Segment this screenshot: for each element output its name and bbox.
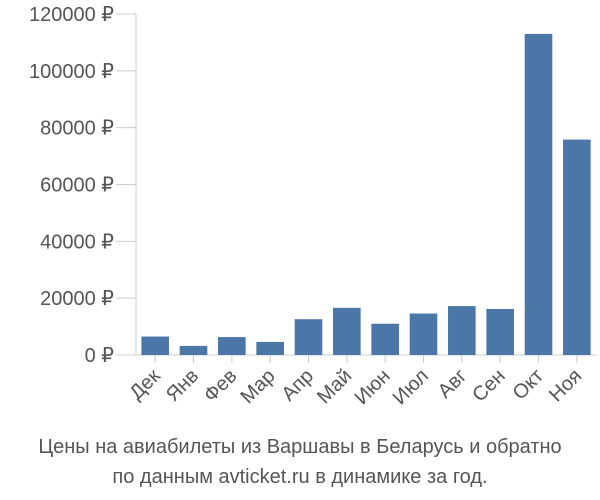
x-tick-label: Окт [509,365,548,404]
y-tick-label: 40000 ₽ [40,231,114,253]
bar-10 [486,308,514,355]
x-tick-label: Янв [162,365,203,406]
y-tick-label: 20000 ₽ [40,288,114,310]
y-tick-label: 80000 ₽ [40,118,114,140]
x-tick-label: Авг [434,365,472,403]
y-axis-ticks: 0 ₽ 20000 ₽ 40000 ₽ 60000 ₽ 80000 ₽ 100000 ₽ 1… [29,4,136,367]
caption-line-1: Цены на авиабилеты из Варшавы в Беларусь… [38,436,562,458]
x-tick-label: Мар [236,365,279,408]
y-tick-label: 120000 ₽ [29,4,114,26]
x-tick-label: Ноя [545,365,586,406]
x-tick-label: Май [313,365,356,408]
y-tick-label: 100000 ₽ [29,61,114,83]
bars [141,33,591,356]
bar-2 [179,345,208,355]
y-tick-label: 60000 ₽ [40,175,114,197]
caption-line-2: по данным avticket.ru в динамике за год. [112,466,488,488]
bar-1 [141,336,169,355]
bar-4 [256,341,284,355]
bar-7 [371,323,399,355]
bar-8 [409,313,438,355]
bar-12 [563,139,591,355]
x-tick-label: Дек [126,365,165,404]
y-tick-label: 0 ₽ [85,345,115,367]
bar-5 [294,319,323,355]
bar-9 [448,306,476,355]
x-tick-label: Июл [389,365,433,409]
bar-3 [218,337,246,355]
bar-6 [333,307,361,355]
bar-11 [524,33,553,356]
x-tick-label: Сен [468,365,509,406]
x-tick-label: Июн [351,365,395,409]
bar-chart: 0 ₽ 20000 ₽ 40000 ₽ 60000 ₽ 80000 ₽ 100000 ₽ 1… [29,4,596,409]
chart-caption: Цены на авиабилеты из Варшавы в Беларусь… [0,432,600,492]
x-tick-label: Фев [200,365,242,407]
x-tick-label: Апр [278,365,319,406]
